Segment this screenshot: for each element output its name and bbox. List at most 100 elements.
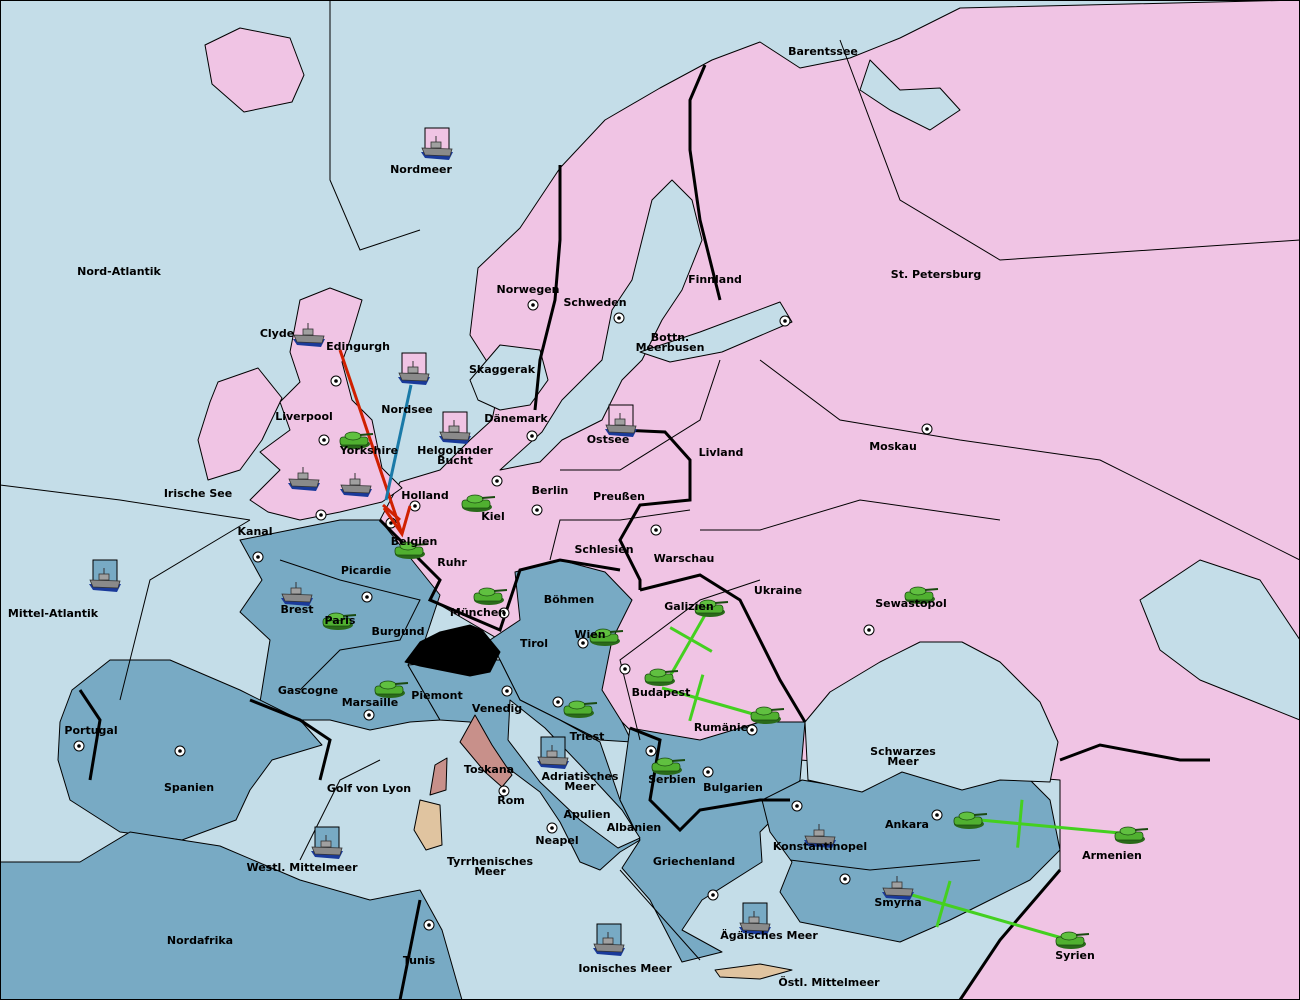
province-label[interactable]: Armenien [1082, 849, 1142, 862]
province-label[interactable]: Ruhr [437, 556, 467, 569]
province-label[interactable]: Piemont [411, 689, 463, 702]
province-label[interactable]: Budapest [631, 686, 691, 699]
fleet-ship-icon[interactable] [89, 559, 121, 592]
province-label[interactable]: Irische See [163, 487, 233, 500]
province-label[interactable]: Nordafrika [166, 934, 234, 947]
army-tank-icon[interactable] [394, 541, 429, 559]
army-tank-icon[interactable] [589, 628, 624, 646]
province-label[interactable]: Venedig [471, 702, 523, 715]
province-label[interactable]: Dänemark [484, 412, 548, 425]
province-label[interactable]: Ionisches Meer [578, 962, 672, 975]
province-label[interactable]: Berlin [531, 484, 569, 497]
province-label[interactable]: Rumänie [693, 721, 749, 734]
army-tank-icon[interactable] [563, 700, 598, 718]
province-label[interactable]: Sewastopol [875, 597, 947, 610]
province-label[interactable]: Neapel [535, 834, 579, 847]
fleet-ship-icon[interactable] [537, 736, 569, 769]
fleet-ship-icon[interactable] [340, 473, 372, 497]
province-label[interactable]: Barentssee [788, 45, 858, 58]
province-label[interactable]: Skaggerak [468, 363, 536, 376]
province-label[interactable]: Holland [401, 489, 449, 502]
province-label[interactable]: Liverpool [275, 410, 333, 423]
province-label[interactable]: Galizien [664, 600, 714, 613]
army-tank-icon[interactable] [953, 811, 988, 829]
army-tank-icon[interactable] [1055, 931, 1090, 949]
province-label[interactable]: Nordmeer [390, 163, 452, 176]
fleet-ship-icon[interactable] [593, 923, 625, 956]
province-label[interactable]: Belgien [390, 535, 438, 548]
province-label[interactable]: Böhmen [543, 593, 595, 606]
province-label[interactable]: Ukraine [753, 584, 803, 597]
province-label[interactable]: Kanal [237, 525, 273, 538]
province-label[interactable]: Tunis [402, 954, 436, 967]
army-tank-icon[interactable] [694, 599, 729, 617]
fleet-ship-icon[interactable] [293, 323, 325, 347]
army-tank-icon[interactable] [750, 706, 785, 724]
province-label[interactable]: Apulien [563, 808, 611, 821]
province-label[interactable]: Warschau [653, 552, 715, 565]
province-label[interactable]: Clyde [259, 327, 295, 340]
land-britain[interactable] [249, 287, 403, 521]
province-label[interactable]: Ankara [885, 818, 929, 831]
province-label[interactable]: Bulgarien [703, 781, 763, 794]
army-tank-icon[interactable] [374, 680, 409, 698]
province-label[interactable]: Livland [698, 446, 744, 459]
army-tank-icon[interactable] [461, 494, 496, 512]
province-label[interactable]: Tirol [519, 637, 549, 650]
province-label[interactable]: Picardie [340, 564, 392, 577]
army-tank-icon[interactable] [473, 587, 508, 605]
order-arrow-support-failed[interactable] [663, 614, 713, 686]
land-balkans[interactable] [619, 721, 806, 963]
fleet-ship-icon[interactable] [288, 467, 320, 491]
province-label[interactable]: Östl. Mittelmeer [778, 976, 880, 989]
fleet-ship-icon[interactable] [739, 902, 771, 935]
province-label[interactable]: Triest [569, 730, 605, 743]
province-label[interactable]: Smyrna [874, 896, 922, 909]
province-label[interactable]: Gascogne [277, 684, 339, 697]
province-label[interactable]: Tyrrhenisches Meer [446, 855, 534, 878]
army-tank-icon[interactable] [651, 757, 686, 775]
province-label[interactable]: Adriatisches Meer [541, 770, 619, 793]
province-label[interactable]: Paris [324, 614, 356, 627]
province-label[interactable]: Bottn. Meerbusen [635, 331, 705, 354]
province-label[interactable]: Nordsee [381, 403, 433, 416]
army-tank-icon[interactable] [1114, 826, 1149, 844]
fleet-ship-icon[interactable] [281, 582, 313, 606]
province-label[interactable]: Syrien [1055, 949, 1095, 962]
province-label[interactable]: Schwarzes Meer [870, 745, 936, 768]
province-label[interactable]: Norwegen [496, 283, 560, 296]
order-arrow-support[interactable] [384, 384, 413, 501]
province-label[interactable]: Ägäisches Meer [720, 929, 818, 942]
province-label[interactable]: Schlesien [574, 543, 634, 556]
province-label[interactable]: Yorkshire [339, 444, 399, 457]
sea-black-sea[interactable] [804, 641, 1059, 793]
fleet-ship-icon[interactable] [605, 404, 637, 437]
province-label[interactable]: Nord-Atlantik [77, 265, 161, 278]
order-arrow-move-failed[interactable] [979, 799, 1121, 848]
order-arrow-move-failed[interactable] [904, 880, 1063, 940]
sea-skagerrak[interactable] [469, 344, 549, 411]
province-label[interactable]: St. Petersburg [890, 268, 982, 281]
fleet-ship-icon[interactable] [882, 876, 914, 900]
fleet-ship-icon[interactable] [439, 411, 471, 444]
land-ireland[interactable] [197, 367, 283, 481]
province-label[interactable]: Brest [280, 603, 314, 616]
province-label[interactable]: Ostsee [586, 433, 630, 446]
province-label[interactable]: Marsaille [341, 696, 399, 709]
province-label[interactable]: Mittel-Atlantik [7, 607, 99, 620]
province-label[interactable]: Toskana [463, 763, 515, 776]
province-label[interactable]: Helgolander Bucht [417, 444, 493, 467]
province-label[interactable]: Edingurgh [326, 340, 390, 353]
land-toskana[interactable] [459, 714, 513, 788]
province-label[interactable]: Griechenland [652, 855, 736, 868]
province-label[interactable]: Albanien [606, 821, 662, 834]
army-tank-icon[interactable] [339, 431, 374, 449]
army-tank-icon[interactable] [904, 586, 939, 604]
province-label[interactable]: Serbien [648, 773, 696, 786]
province-label[interactable]: Spanien [163, 781, 215, 794]
fleet-ship-icon[interactable] [421, 127, 453, 160]
order-arrow-move[interactable] [338, 349, 412, 538]
province-label[interactable]: Wien [574, 628, 606, 641]
province-label[interactable]: Burgund [371, 625, 425, 638]
